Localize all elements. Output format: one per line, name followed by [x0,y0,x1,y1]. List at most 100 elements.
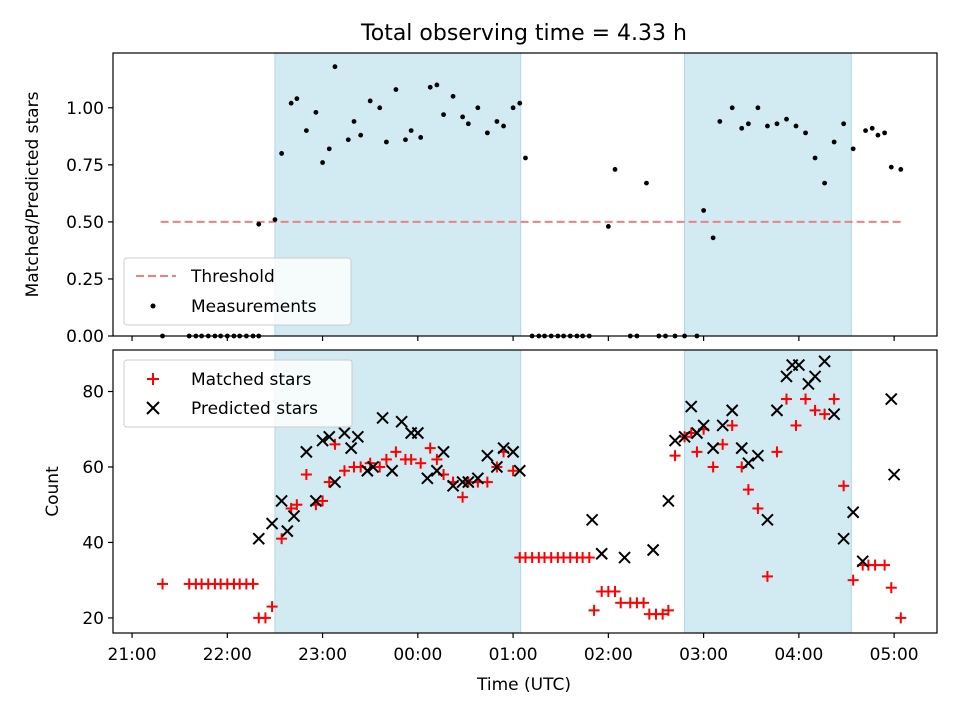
y-tick-label: 20 [82,609,104,629]
legend-measurements-label: Measurements [191,297,317,317]
predicted-stars-point [837,532,850,545]
matched-stars-point [291,499,303,511]
measurement-point [303,128,309,133]
predicted-stars-point [808,370,822,383]
predicted-stars-point [446,479,460,493]
measurement-point [358,132,364,138]
x-tick-label: 02:00 [584,645,633,665]
bottom-legend-box [123,359,353,428]
matched-stars-point [276,533,288,545]
predicted-stars-point [300,445,313,459]
matched-stars-point [780,393,792,405]
measurement-point [612,166,618,172]
measurement-point [898,166,904,172]
matched-stars-point [157,578,169,590]
predicted-stars-point [385,464,399,477]
predicted-stars-point [338,426,351,440]
matched-stars-point [638,597,650,609]
measurement-point [345,137,351,143]
y-tick-label: 0.50 [66,213,104,233]
measurement-point [784,116,789,122]
predicted-stars-point [316,434,329,447]
measurement-point [644,180,649,186]
measurement-point [755,105,761,111]
matched-stars-point [424,442,436,454]
measurement-point [888,164,894,170]
bottom-y-axis: 20 40 60 80 [82,383,113,629]
predicted-stars-point [685,400,698,413]
predicted-stars-point [846,506,860,519]
matched-stars-point [726,419,738,431]
matched-stars-point [819,408,831,420]
measurement-point [717,119,723,124]
predicted-stars-point [351,430,365,443]
measurement-point [793,123,799,129]
matched-stars-point [323,476,335,488]
measurement-point [523,155,528,161]
shaded-interval-2 [684,52,852,337]
predicted-stars-point [506,445,520,459]
measurement-point [517,100,523,106]
measurement-point [272,217,278,223]
top-legend: Threshold Measurements [123,257,352,326]
legend-predicted-label: Predicted stars [191,399,318,419]
measurement-point [831,139,837,145]
predicted-stars-point [742,456,755,470]
matched-stars-point [691,446,703,458]
measurement-point [434,82,440,88]
predicted-stars-point [678,430,691,443]
measurement-point [320,160,325,165]
x-tick-label: 21:00 [108,645,157,665]
matched-stars-point [885,582,897,594]
predicted-stars-point [265,517,279,530]
matched-stars-point [771,446,783,458]
measurement-point [729,105,735,111]
predicted-stars-point [697,419,710,432]
predicted-stars-point [770,404,784,417]
y-tick-label: 0.75 [66,156,104,176]
measurement-point [494,119,500,124]
measurement-point [882,130,888,136]
matched-stars-point [431,453,443,465]
legend-predicted-swatch [146,401,160,415]
predicted-stars-point [668,434,682,447]
measurement-point [875,132,881,138]
ratio-panel: 0.00 0.25 0.50 0.75 1.00 Matched/Predicted s… [23,52,938,347]
y-tick-label: 80 [82,383,104,403]
predicted-stars-point [275,494,288,508]
measurement-point [850,146,856,152]
matched-stars-point [415,457,427,469]
matched-stars-point [300,469,312,481]
measurement-point [863,128,868,133]
predicted-stars-point [328,475,342,489]
measurement-point [288,100,294,106]
predicted-stars-point [725,404,739,417]
predicted-stars-point [780,370,793,383]
matched-stars-point [717,438,729,450]
measurement-point [739,125,745,131]
predicted-stars-point [376,411,389,425]
matched-stars-point [869,559,881,571]
matched-stars-point [247,578,259,590]
matched-stars-point [790,419,802,431]
measurement-point [841,121,847,127]
matched-stars-point [662,604,674,616]
x-tick-label: 01:00 [489,645,538,665]
matched-stars-point [380,453,392,465]
predicted-stars-point [856,555,869,568]
predicted-stars-point [456,475,469,489]
matched-stars-point [669,450,681,462]
measurement-point [332,64,338,70]
matched-stars-point [374,461,386,473]
measurement-point [501,123,506,129]
x-axis-label: Time (UTC) [476,675,571,695]
measurement-point [313,109,319,115]
x-tick-label: 23:00 [298,645,347,665]
measurement-point [774,121,780,127]
matched-stars-point [615,597,627,609]
top-y-axis: 0.00 0.25 0.50 0.75 1.00 [66,99,113,347]
matched-stars-point [761,570,773,582]
count-panel: 20 40 60 80 21:00 22:00 23:00 00:00 01:00 02:00 0… [43,349,938,695]
predicted-stars-point [751,449,765,462]
